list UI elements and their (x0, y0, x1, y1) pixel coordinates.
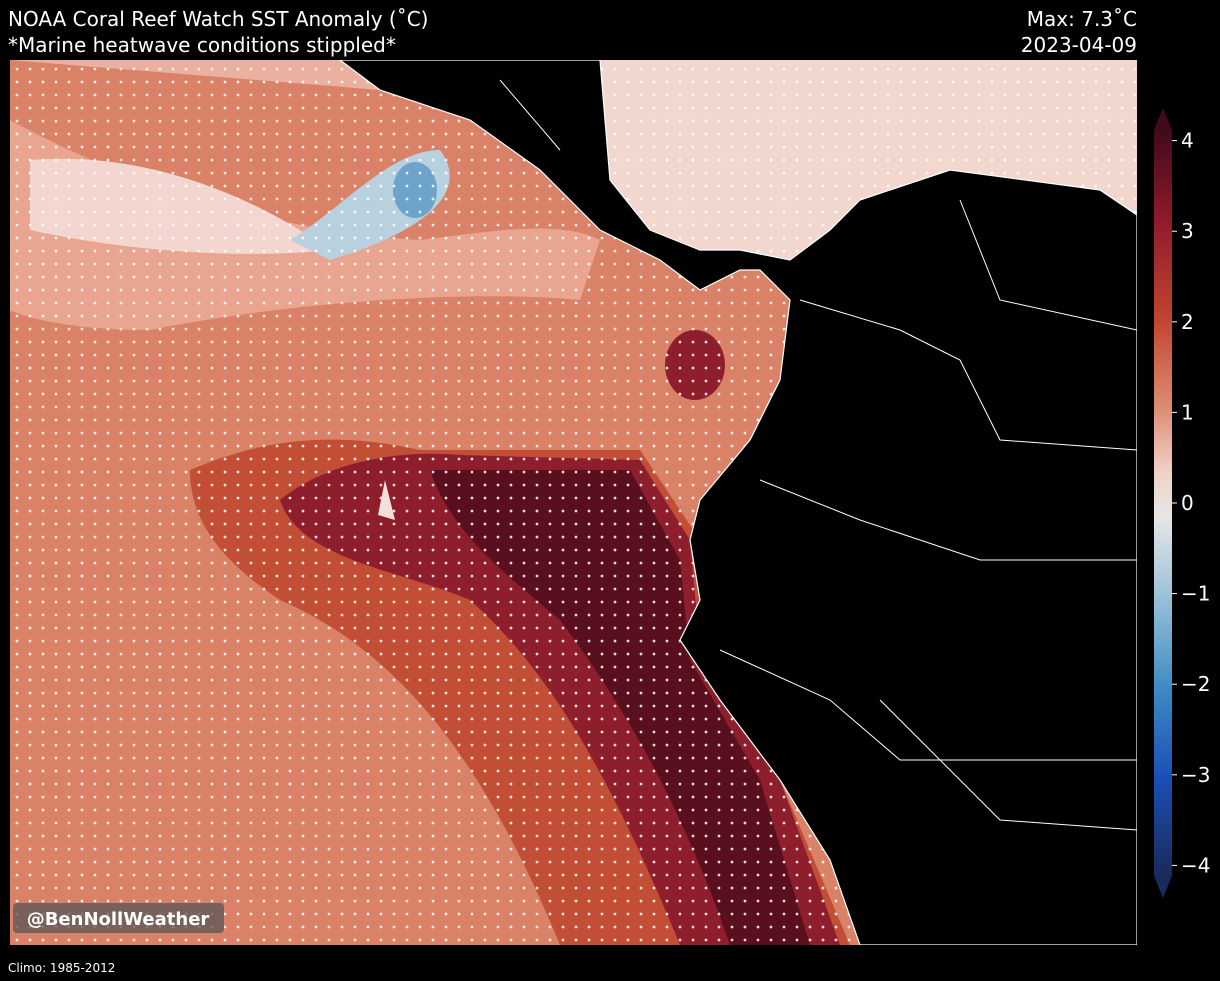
land (339, 60, 1137, 945)
colorbar-tick-label: 0 (1181, 491, 1194, 515)
borders (499, 79, 1137, 831)
colorbar-bar (1154, 130, 1172, 876)
colorbar: 4 3 2 1 0 −1 −2 −3 −4 (1154, 108, 1210, 898)
colorbar-tick-label: −2 (1181, 672, 1210, 696)
colorbar-tick-label: 4 (1181, 129, 1194, 153)
map (10, 60, 1137, 945)
watermark: @BenNollWeather (13, 903, 224, 933)
colorbar-tick-label: −4 (1181, 853, 1210, 877)
galapagos (378, 480, 395, 520)
colorbar-tick-label: −3 (1181, 763, 1210, 787)
footer: Climo: 1985-2012 (8, 961, 115, 975)
colorbar-bottom-arrow (1154, 876, 1172, 898)
colorbar-tick-label: 3 (1181, 219, 1194, 243)
colorbar-tick-label: 2 (1181, 310, 1194, 334)
colorbar-tick-label: 1 (1181, 400, 1194, 424)
subtitle: *Marine heatwave conditions stippled* (8, 33, 396, 57)
title: NOAA Coral Reef Watch SST Anomaly (˚C) (8, 7, 428, 31)
colorbar-tick-label: −1 (1181, 582, 1210, 606)
watermark-box (13, 903, 224, 933)
colorbar-top-arrow (1154, 108, 1172, 130)
date: 2023-04-09 (1021, 33, 1137, 57)
watermark-text: @BenNollWeather (27, 909, 210, 930)
max-value: Max: 7.3˚C (1027, 7, 1137, 31)
